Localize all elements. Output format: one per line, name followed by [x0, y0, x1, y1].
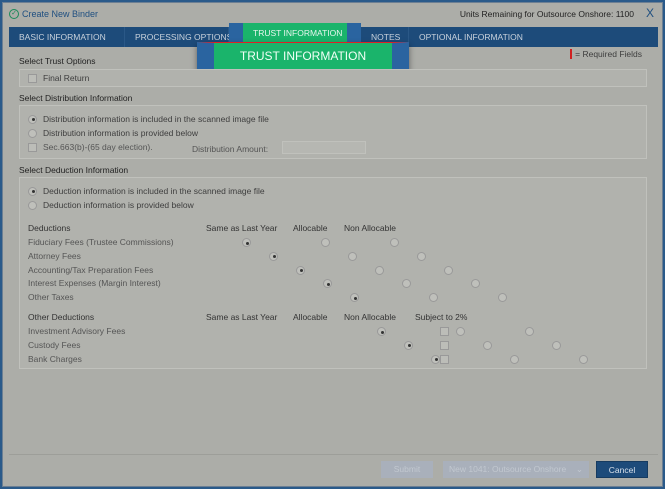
same-radio[interactable] — [404, 340, 413, 350]
deduction-heading: Select Deduction Information — [19, 165, 129, 175]
trust-information-highlight: TRUST INFORMATION — [197, 42, 409, 71]
subject-to-2-checkbox[interactable] — [440, 340, 449, 350]
same-radio[interactable] — [269, 251, 278, 261]
distribution-heading: Select Distribution Information — [19, 93, 133, 103]
column-header-same: Same as Last Year — [206, 312, 278, 322]
subject-to-2-checkbox[interactable] — [440, 354, 449, 364]
alloc-radio[interactable] — [402, 279, 411, 289]
nonalloc-radio[interactable] — [444, 265, 453, 275]
same-radio[interactable] — [377, 327, 386, 336]
submit-button[interactable]: Submit — [381, 461, 433, 478]
alloc-radio[interactable] — [375, 265, 384, 275]
nonalloc-radio[interactable] — [471, 279, 480, 289]
alloc-radio[interactable] — [321, 238, 330, 247]
same-radio[interactable] — [296, 265, 305, 275]
final-return-label: Final Return — [43, 73, 90, 83]
same-radio[interactable] — [242, 238, 251, 247]
units-remaining: Units Remaining for Outsource Onshore: 1… — [459, 9, 634, 19]
sec663-label: Sec.663(b)-(65 day election). — [43, 142, 153, 152]
trust-options-box: Final Return — [19, 69, 647, 87]
distribution-provided-radio[interactable] — [28, 128, 37, 138]
required-fields-legend: = Required Fields — [570, 49, 642, 59]
binder-type-select[interactable]: New 1041: Outsource Onshore ⌄ — [443, 461, 589, 478]
deduction-row-label: Accounting/Tax Preparation Fees — [28, 264, 154, 275]
final-return-checkbox[interactable] — [28, 73, 37, 83]
distribution-included-label: Distribution information is included in … — [43, 114, 269, 124]
distribution-provided-label: Distribution information is provided bel… — [43, 128, 198, 138]
nonalloc-radio[interactable] — [579, 354, 588, 364]
nonalloc-radio[interactable] — [417, 251, 426, 261]
nonalloc-radio[interactable] — [498, 293, 507, 303]
column-header-alloc: Allocable — [293, 312, 328, 322]
deduction-row-label: Custody Fees — [28, 339, 81, 350]
distribution-included-radio[interactable] — [28, 114, 37, 124]
column-header-alloc: Allocable — [293, 223, 328, 233]
deduction-row-label: Fiduciary Fees (Trustee Commissions) — [28, 237, 174, 247]
alloc-radio[interactable] — [456, 327, 465, 336]
column-header-nonalloc: Non Allocable — [344, 312, 396, 322]
same-radio[interactable] — [350, 293, 359, 303]
deduction-included-label: Deduction information is included in the… — [43, 186, 265, 196]
column-header-same: Same as Last Year — [206, 223, 278, 233]
trust-options-heading: Select Trust Options — [19, 56, 96, 66]
footer-divider — [9, 454, 658, 455]
column-header-deductions: Deductions — [28, 223, 71, 233]
column-header-subject: Subject to 2% — [415, 312, 468, 322]
binder-type-value: New 1041: Outsource Onshore — [449, 464, 567, 474]
deduction-included-radio[interactable] — [28, 186, 37, 196]
tab-bar: BASIC INFORMATION PROCESSING OPTIONS TRU… — [9, 23, 658, 47]
check-shield-icon: ✓ — [9, 9, 19, 19]
tab-notes[interactable]: NOTES — [361, 27, 409, 47]
alloc-radio[interactable] — [429, 293, 438, 303]
distribution-box: Distribution information is included in … — [19, 105, 647, 159]
deduction-provided-radio[interactable] — [28, 200, 37, 210]
column-header-nonalloc: Non Allocable — [344, 223, 396, 233]
distribution-amount-label: Distribution Amount: — [192, 144, 269, 154]
deduction-row-label: Bank Charges — [28, 353, 82, 364]
dialog-title: ✓ Create New Binder — [9, 9, 98, 19]
sec663-checkbox[interactable] — [28, 142, 37, 152]
deduction-provided-label: Deduction information is provided below — [43, 200, 194, 210]
deductions-table: Deductions Same as Last Year Allocable Non … — [20, 178, 646, 364]
tab-basic-information[interactable]: BASIC INFORMATION — [9, 27, 125, 47]
alloc-radio[interactable] — [348, 251, 357, 261]
distribution-amount-input[interactable] — [282, 141, 366, 154]
alloc-radio[interactable] — [510, 354, 519, 364]
deduction-row-label: Investment Advisory Fees — [28, 326, 126, 336]
cancel-button[interactable]: Cancel — [596, 461, 648, 478]
alloc-radio[interactable] — [483, 340, 492, 350]
column-header-other: Other Deductions — [28, 312, 95, 322]
nonalloc-radio[interactable] — [525, 327, 534, 336]
nonalloc-radio[interactable] — [552, 340, 561, 350]
chevron-down-icon: ⌄ — [575, 464, 583, 474]
subject-to-2-checkbox[interactable] — [440, 327, 449, 336]
close-icon[interactable]: X — [645, 6, 654, 20]
required-marker — [570, 49, 573, 59]
deduction-box: Deduction information is included in the… — [19, 177, 647, 369]
nonalloc-radio[interactable] — [390, 238, 399, 247]
same-radio[interactable] — [431, 354, 440, 364]
same-radio[interactable] — [323, 279, 332, 289]
deduction-row-label: Attorney Fees — [28, 250, 81, 261]
deduction-row-label: Other Taxes — [28, 292, 74, 303]
deduction-row-label: Interest Expenses (Margin Interest) — [28, 278, 161, 289]
tab-optional-information[interactable]: OPTIONAL INFORMATION — [419, 32, 523, 42]
tab-processing-options[interactable]: PROCESSING OPTIONS — [125, 27, 232, 47]
